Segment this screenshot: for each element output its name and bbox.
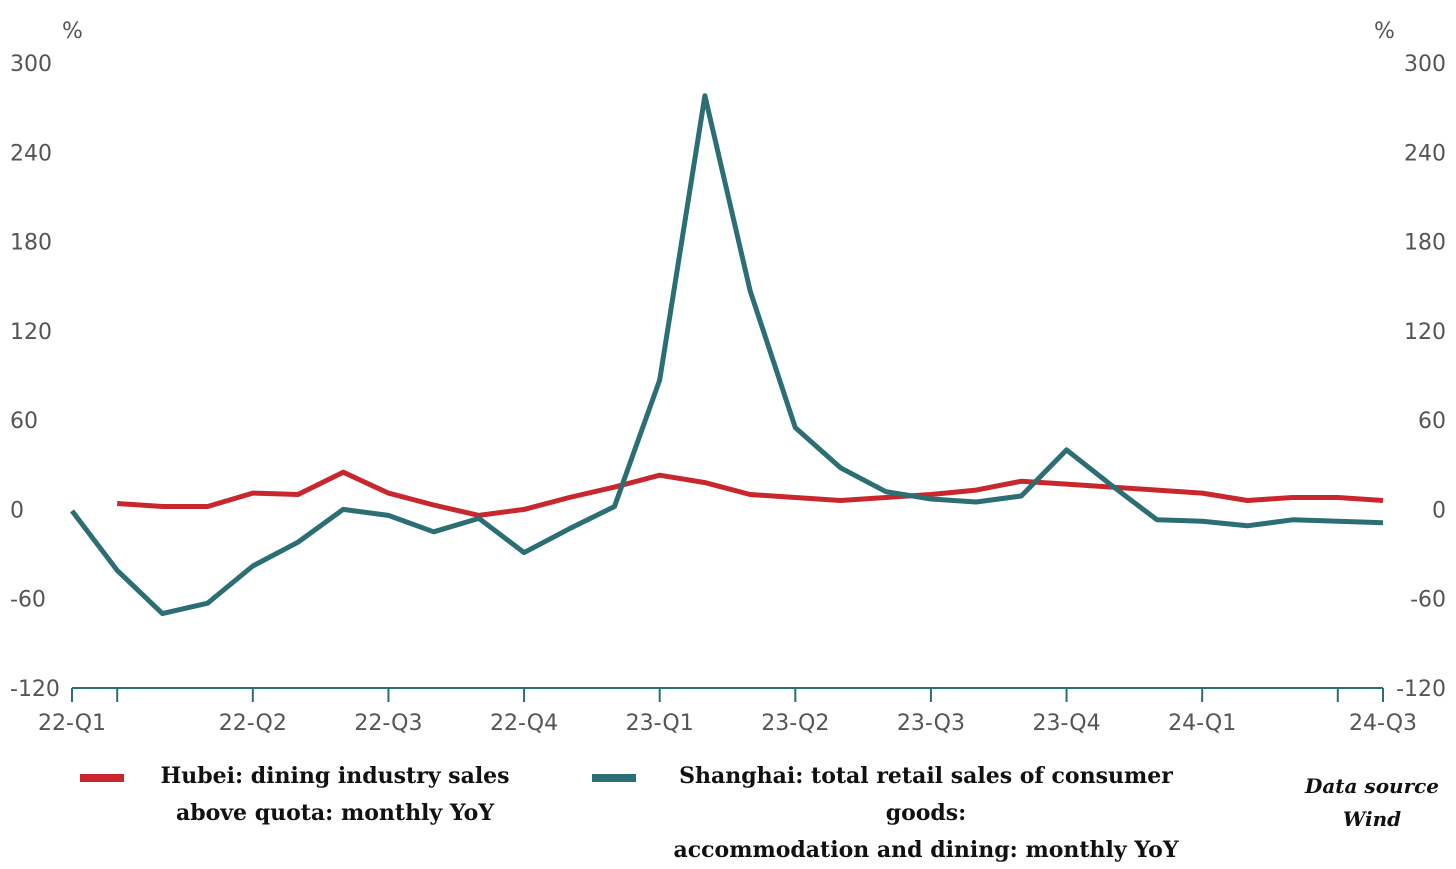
series-line-hubei [117, 469, 1384, 518]
y-tick-label-left: -60 [10, 588, 46, 613]
y-tick-label-right: 0 [1432, 498, 1446, 523]
data-source-line1: Data source [1304, 774, 1440, 798]
legend-label-shanghai: Shanghai: total retail sales of consumer… [640, 758, 1212, 869]
legend-label-hubei: Hubei: dining industry sales above quota… [140, 758, 530, 832]
y-tick-label-right: 60 [1418, 409, 1446, 434]
y-unit-left: % [62, 19, 83, 44]
legend-label-hubei-line2: above quota: monthly YoY [175, 800, 495, 826]
x-tick-label: 22-Q1 [38, 711, 106, 736]
x-tick-label: 22-Q3 [354, 711, 422, 736]
y-tick-label-right: -60 [1410, 588, 1446, 613]
y-tick-label-right: 300 [1404, 52, 1446, 77]
legend-label-shanghai-line1: Shanghai: total retail sales of consumer… [679, 763, 1173, 826]
y-tick-label-right: 120 [1404, 320, 1446, 345]
legend-label-shanghai-line2: accommodation and dining: monthly YoY [673, 837, 1179, 863]
legend-swatch-shanghai [592, 774, 636, 782]
x-tick-label: 22-Q4 [490, 711, 558, 736]
y-tick-label-right: 240 [1404, 141, 1446, 166]
y-tick-label-left: 60 [10, 409, 38, 434]
series-line-shanghai [70, 93, 1384, 617]
x-tick-label: 24-Q1 [1168, 711, 1236, 736]
y-axis-left: % 300 240 180 120 60 0 -60 -120 [10, 19, 83, 702]
x-tick-label: 22-Q2 [219, 711, 287, 736]
y-tick-label-right: -120 [1396, 677, 1446, 702]
y-tick-label-left: 180 [10, 231, 52, 256]
y-unit-right: % [1374, 19, 1395, 44]
y-tick-label-left: 300 [10, 52, 52, 77]
y-tick-label-left: -120 [10, 677, 60, 702]
data-source: Data source Wind [1290, 770, 1454, 836]
y-tick-label-right: 180 [1404, 231, 1446, 256]
y-tick-label-left: 0 [10, 498, 24, 523]
line-chart: % 300 240 180 120 60 0 -60 -120 % 300 240 180 120 60 0… [10, 19, 1446, 736]
legend-label-hubei-line1: Hubei: dining industry sales [160, 763, 510, 789]
x-tick-label: 23-Q3 [897, 711, 965, 736]
data-source-line2: Wind [1342, 807, 1402, 831]
x-tick-label: 24-Q3 [1349, 711, 1417, 736]
x-tick-label: 23-Q2 [761, 711, 829, 736]
x-tick-label: 23-Q1 [626, 711, 694, 736]
x-axis: 22-Q1 22-Q2 22-Q3 22-Q4 23-Q1 23-Q2 23-Q3 23-Q4… [38, 687, 1417, 736]
y-tick-label-left: 120 [10, 320, 52, 345]
x-tick-label: 23-Q4 [1033, 711, 1101, 736]
series-layer [70, 93, 1384, 617]
y-tick-label-left: 240 [10, 141, 52, 166]
y-axis-right: % 300 240 180 120 60 0 -60 -120 [1374, 19, 1446, 702]
legend-swatch-hubei [80, 774, 124, 782]
